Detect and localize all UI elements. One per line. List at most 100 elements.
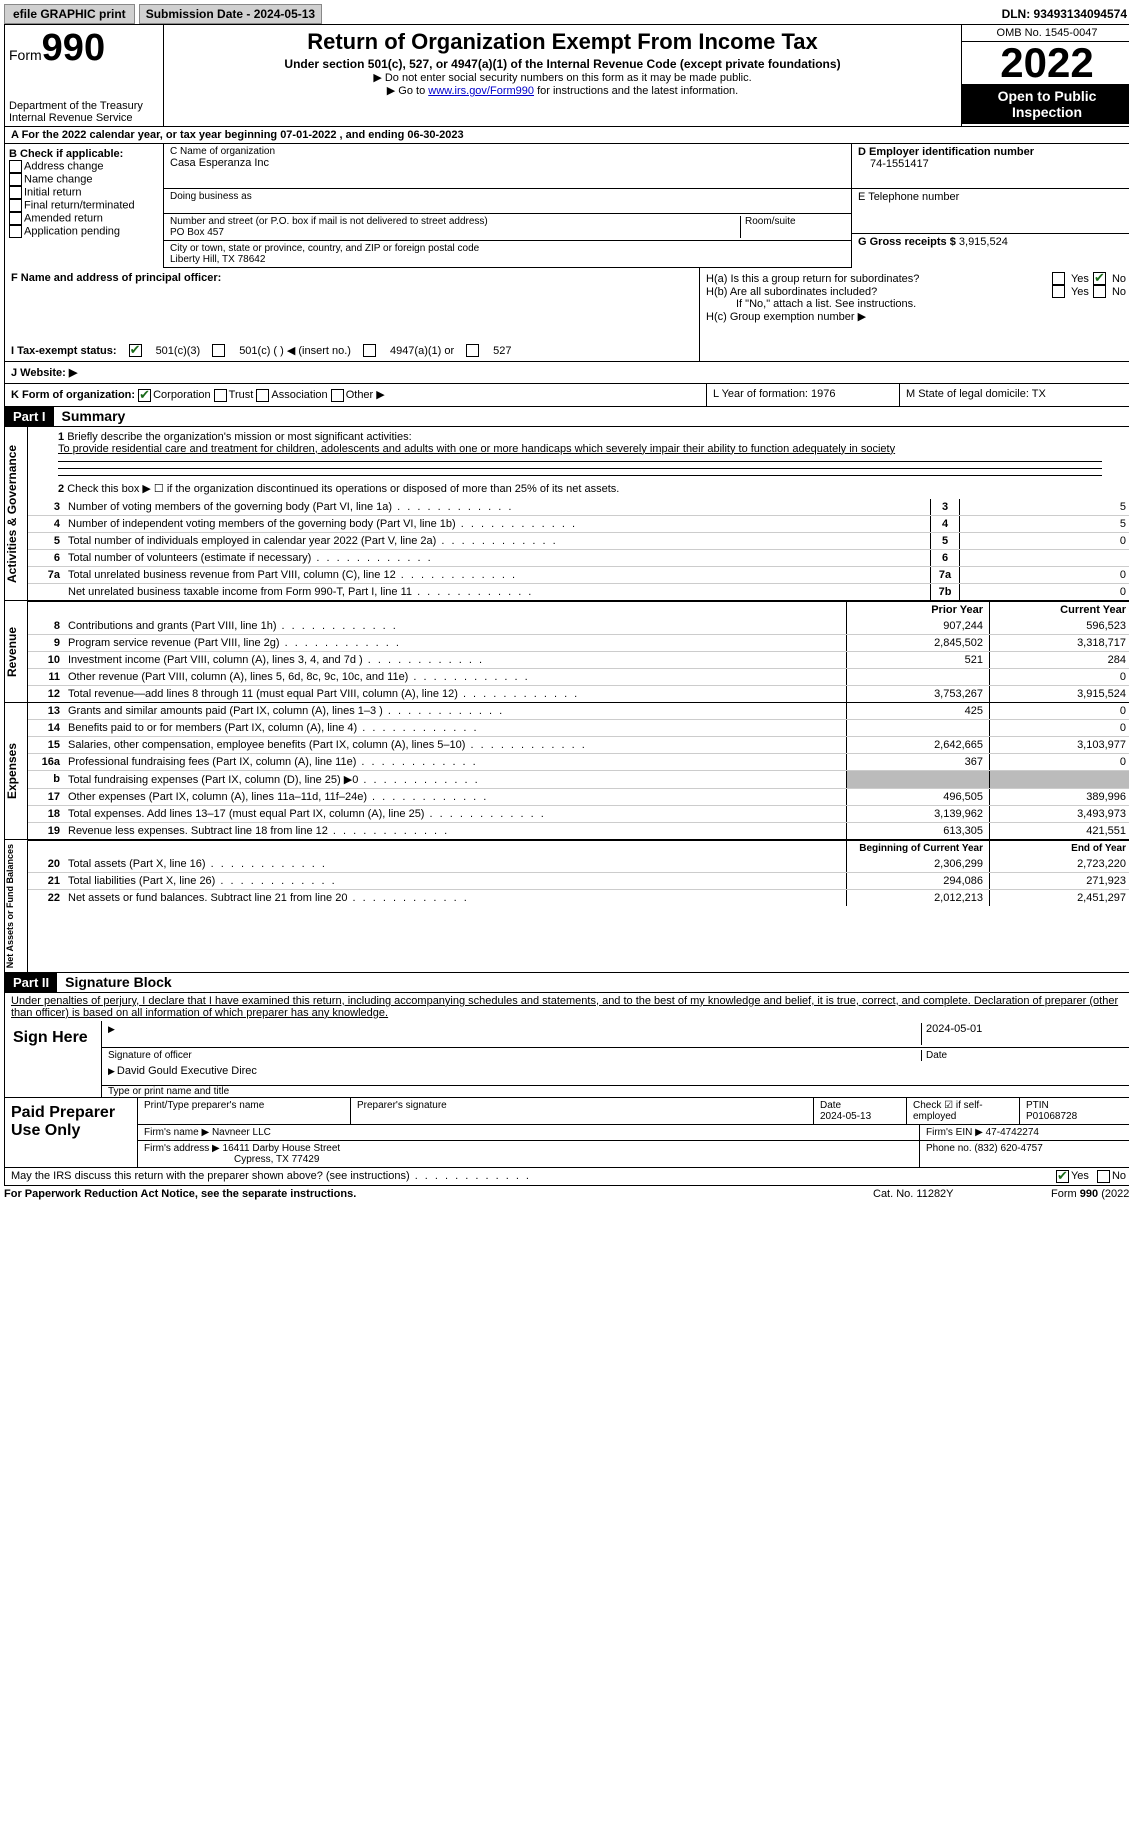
discuss-no[interactable] [1097,1170,1110,1183]
name-label: Type or print name and title [102,1086,1129,1097]
cb-corp[interactable] [138,389,151,402]
cb-amended[interactable]: Amended return [9,212,159,225]
ptin: P01068728 [1026,1111,1126,1122]
cb-527[interactable] [466,344,479,357]
efile-button[interactable]: efile GRAPHIC print [4,4,135,24]
line-14: 14 Benefits paid to or for members (Part… [28,719,1129,736]
sig-date: 2024-05-01 [921,1023,1126,1045]
f-label: F Name and address of principal officer: [11,272,221,284]
prior-year-hdr: Prior Year [846,602,989,618]
line-19: 19 Revenue less expenses. Subtract line … [28,822,1129,839]
page-footer: For Paperwork Reduction Act Notice, see … [4,1186,1129,1202]
officer-name: David Gould Executive Direc [108,1065,1126,1083]
state-domicile: M State of legal domicile: TX [900,384,1129,406]
cb-address[interactable]: Address change [9,160,159,173]
irs-link[interactable]: www.irs.gov/Form990 [428,85,534,97]
tax-status-label: I Tax-exempt status: [11,345,117,357]
cb-initial[interactable]: Initial return [9,186,159,199]
part1-bar: Part I Summary [4,407,1129,427]
section-f: F Name and address of principal officer:… [4,268,1129,362]
discuss-label: May the IRS discuss this return with the… [11,1170,1056,1183]
gov-line-7a: 7a Total unrelated business revenue from… [28,566,1129,583]
submission-date: Submission Date - 2024-05-13 [139,4,322,24]
gross-receipts: 3,915,524 [959,236,1008,248]
cb-assoc[interactable] [256,389,269,402]
part2-bar: Part II Signature Block [4,973,1129,993]
declaration: Under penalties of perjury, I declare th… [5,993,1129,1021]
cb-501c3[interactable] [129,344,142,357]
line-21: 21 Total liabilities (Part X, line 26) 2… [28,872,1129,889]
revenue-section: Revenue Prior Year Current Year 8 Contri… [4,601,1129,703]
street-label: Number and street (or P.O. box if mail i… [170,216,740,227]
line-12: 12 Total revenue—add lines 8 through 11 … [28,685,1129,702]
form-title: Return of Organization Exempt From Incom… [170,29,955,55]
prep-name-label: Print/Type preparer's name [138,1098,351,1124]
sig-officer-label: Signature of officer [108,1050,921,1061]
cb-final[interactable]: Final return/terminated [9,199,159,212]
dept-label: Department of the Treasury Internal Reve… [9,100,159,124]
cb-pending[interactable]: Application pending [9,225,159,238]
begin-year-hdr: Beginning of Current Year [846,841,989,856]
k-row: K Form of organization: Corporation Trus… [4,384,1129,407]
city-label: City or town, state or province, country… [170,243,845,254]
room-label: Room/suite [740,216,845,238]
discuss-yes[interactable] [1056,1170,1069,1183]
ein-label: D Employer identification number [858,146,1126,158]
goto-note: ▶ Go to www.irs.gov/Form990 for instruct… [170,84,955,97]
ssn-note: ▶ Do not enter social security numbers o… [170,71,955,84]
self-employed: Check ☑ if self-employed [907,1098,1020,1124]
form-header: Form990 Department of the Treasury Inter… [4,24,1129,127]
line-b: b Total fundraising expenses (Part IX, c… [28,770,1129,788]
expenses-section: Expenses 13 Grants and similar amounts p… [4,703,1129,840]
c-label: C Name of organization [170,146,845,157]
firm-addr1: 16411 Darby House Street [223,1143,341,1154]
line-17: 17 Other expenses (Part IX, column (A), … [28,788,1129,805]
gov-line-4: 4 Number of independent voting members o… [28,515,1129,532]
firm-ein: 47-4742274 [986,1127,1039,1138]
cb-4947[interactable] [363,344,376,357]
form-number: Form990 [9,27,159,70]
line-20: 20 Total assets (Part X, line 16) 2,306,… [28,856,1129,872]
end-year-hdr: End of Year [989,841,1129,856]
ha-yes[interactable] [1052,272,1065,285]
cb-501c[interactable] [212,344,225,357]
hb-no[interactable] [1093,285,1106,298]
ha-row: H(a) Is this a group return for subordin… [706,272,1126,285]
line-9: 9 Program service revenue (Part VIII, li… [28,634,1129,651]
paid-preparer-label: Paid Preparer Use Only [5,1098,137,1167]
governance-section: Activities & Governance 1 Briefly descri… [4,427,1129,601]
inspection-label: Open to Public Inspection [962,84,1129,124]
gov-line-5: 5 Total number of individuals employed i… [28,532,1129,549]
cb-name[interactable]: Name change [9,173,159,186]
gov-line-: Net unrelated business taxable income fr… [28,583,1129,600]
hc-row: H(c) Group exemption number ▶ [706,310,1126,323]
top-bar: efile GRAPHIC print Submission Date - 20… [4,4,1129,24]
line-11: 11 Other revenue (Part VIII, column (A),… [28,668,1129,685]
current-year-hdr: Current Year [989,602,1129,618]
netassets-section: Net Assets or Fund Balances Beginning of… [4,840,1129,973]
line-13: 13 Grants and similar amounts paid (Part… [28,703,1129,719]
hb-yes[interactable] [1052,285,1065,298]
gross-label: G Gross receipts $ [858,236,956,248]
cb-other[interactable] [331,389,344,402]
tax-year: 2022 [962,42,1129,84]
cb-trust[interactable] [214,389,227,402]
period-row: A For the 2022 calendar year, or tax yea… [4,127,1129,144]
ha-no[interactable] [1093,272,1106,285]
ein: 74-1551417 [858,158,929,170]
line-16a: 16a Professional fundraising fees (Part … [28,753,1129,770]
line-10: 10 Investment income (Part VIII, column … [28,651,1129,668]
form-subtitle: Under section 501(c), 527, or 4947(a)(1)… [170,57,955,71]
check-applicable-label: B Check if applicable: [9,148,123,160]
firm-name: Navneer LLC [212,1127,271,1138]
year-formation: L Year of formation: 1976 [707,384,900,406]
dba-label: Doing business as [164,189,851,214]
org-name: Casa Esperanza Inc [170,157,845,169]
line2: Check this box ▶ ☐ if the organization d… [67,483,619,495]
prep-sig-label: Preparer's signature [351,1098,814,1124]
line-18: 18 Total expenses. Add lines 13–17 (must… [28,805,1129,822]
website-row: J Website: ▶ [4,362,1129,384]
prep-date: 2024-05-13 [820,1111,900,1122]
mission-label: Briefly describe the organization's miss… [67,431,411,443]
firm-addr2: Cypress, TX 77429 [144,1154,319,1165]
